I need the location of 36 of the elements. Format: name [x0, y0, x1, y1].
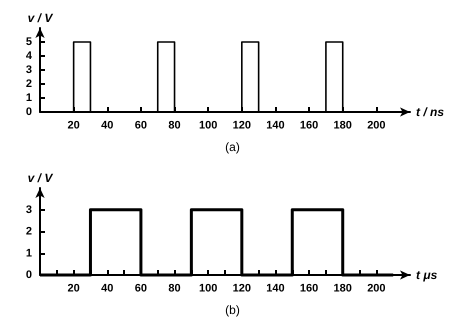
x-tick-label: 120 — [232, 282, 251, 294]
y-tick-label: 2 — [26, 78, 32, 90]
text: (a) — [225, 140, 240, 154]
y-axis-title: v / V — [28, 171, 54, 185]
x-tick-label: 200 — [367, 282, 386, 294]
y-tick-label: 4 — [26, 50, 33, 62]
x-tick-label: 20 — [68, 282, 80, 294]
x-axis-title: t / ns — [416, 105, 444, 119]
x-tick-label: 60 — [134, 120, 148, 132]
x-tick-label: 40 — [101, 120, 114, 132]
x-tick-label: 120 — [232, 120, 251, 132]
x-tick-label: 160 — [300, 120, 318, 132]
y-tick-label: 0 — [26, 269, 32, 281]
x-axis-title: t μs — [416, 268, 438, 282]
x-tick-label: 40 — [101, 282, 114, 294]
x-tick-label: 140 — [266, 120, 285, 132]
y-tick-label: 1 — [26, 92, 32, 104]
y-tick-label: 3 — [26, 204, 32, 216]
x-tick-label: 100 — [199, 120, 218, 132]
y-axis-title: v / V — [28, 11, 54, 25]
x-tick-label: 160 — [300, 282, 318, 294]
y-tick-label: 0 — [26, 106, 32, 118]
x-tick-label: 60 — [134, 282, 148, 294]
x-tick-label: 140 — [266, 282, 285, 294]
x-tick-label: 80 — [168, 282, 181, 294]
x-tick-label: 180 — [334, 120, 352, 132]
y-tick-label: 2 — [26, 226, 32, 238]
y-tick-label: 3 — [26, 64, 32, 76]
y-tick-label: 1 — [26, 247, 32, 260]
x-tick-label: 100 — [199, 282, 218, 294]
x-tick-label: 80 — [168, 120, 181, 132]
x-tick-label: 180 — [334, 282, 352, 294]
x-tick-label: 20 — [68, 120, 80, 132]
text: (b) — [225, 303, 240, 317]
x-tick-label: 200 — [367, 120, 386, 132]
y-tick-label: 5 — [26, 36, 32, 48]
